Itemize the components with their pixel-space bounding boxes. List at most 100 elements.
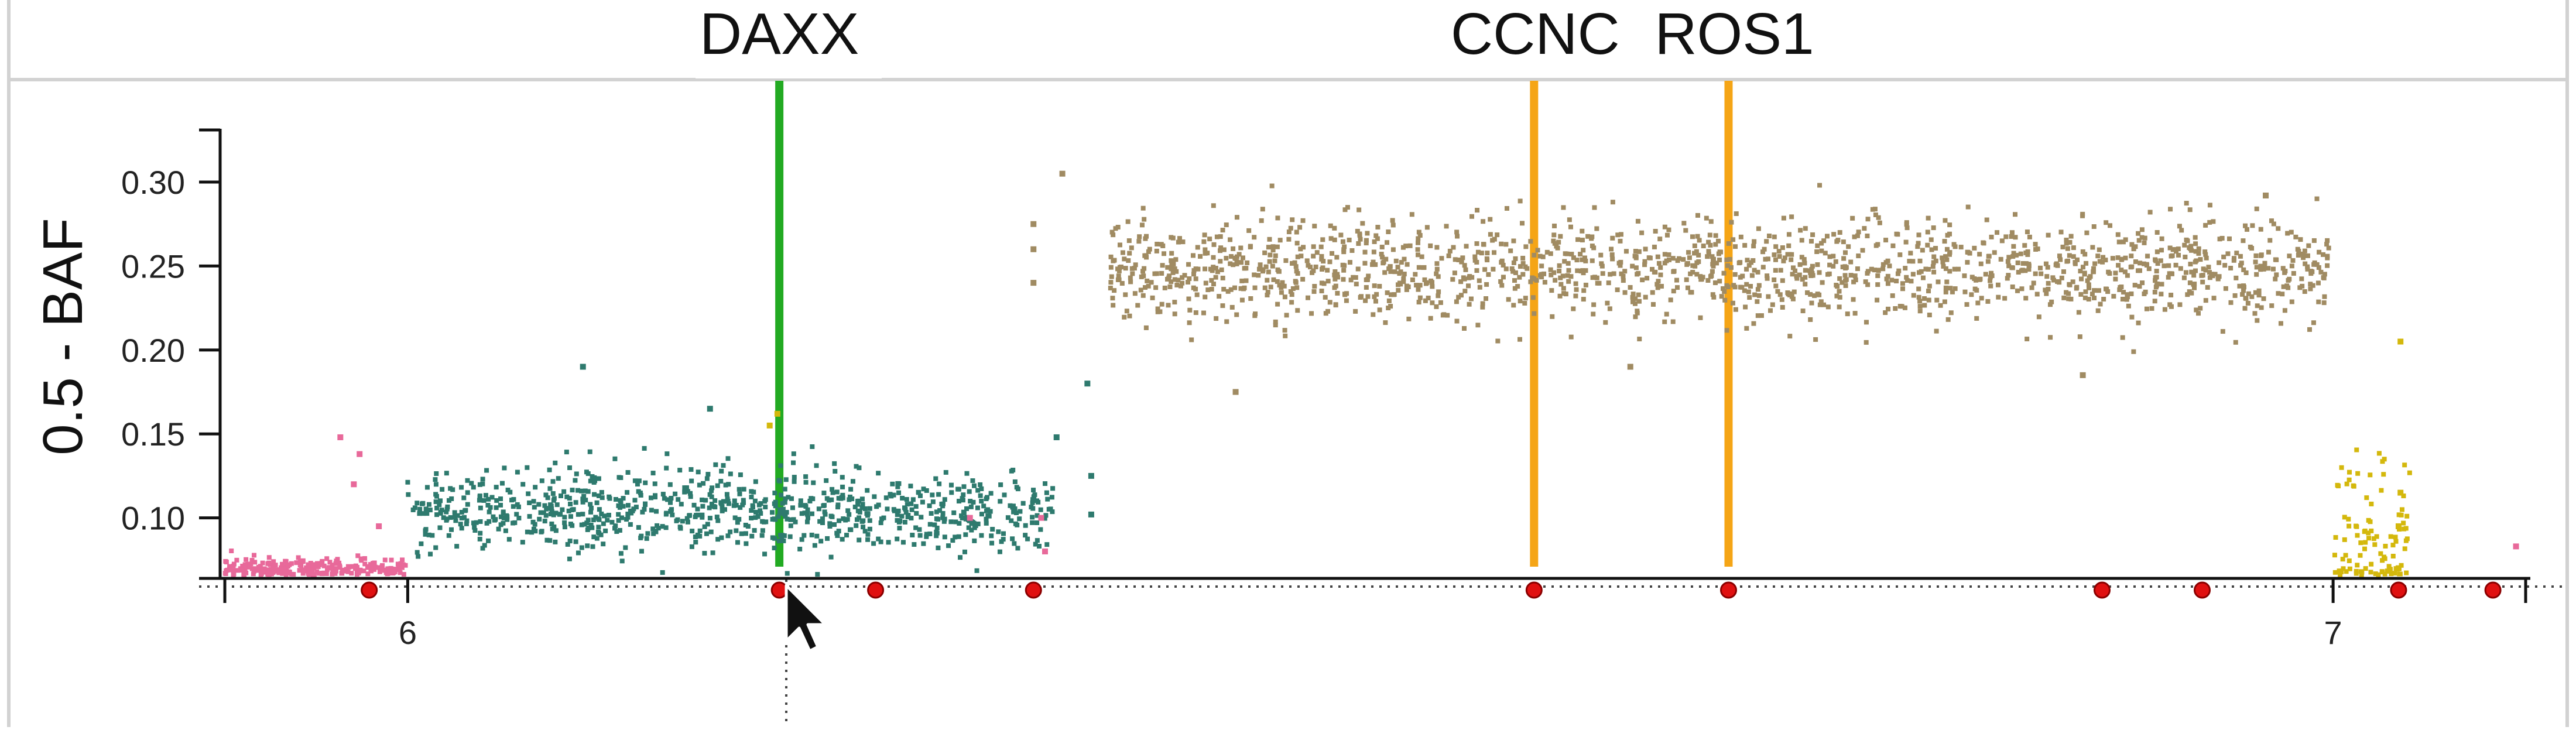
data-point (1599, 263, 1605, 269)
data-point (1309, 311, 1314, 316)
data-point (1205, 287, 1211, 293)
data-point (2245, 300, 2250, 306)
data-point (1790, 296, 1796, 301)
data-point (715, 483, 720, 488)
data-point (2343, 553, 2348, 558)
data-point (2347, 477, 2352, 482)
data-point (1238, 245, 1244, 251)
data-point (1266, 245, 1271, 250)
data-point (280, 571, 285, 576)
data-point (2183, 270, 2188, 275)
data-point (2080, 249, 2085, 254)
data-point (1258, 266, 1263, 272)
data-point (1618, 263, 1623, 268)
data-point (2159, 292, 2164, 297)
data-point (777, 510, 782, 516)
data-point (459, 509, 464, 515)
data-point (1112, 258, 1117, 263)
data-point (1149, 280, 1154, 285)
data-point (1944, 279, 1950, 285)
data-point (688, 494, 693, 499)
data-point (1356, 241, 1361, 246)
data-point (861, 525, 866, 530)
data-point (738, 472, 743, 478)
data-point (1904, 277, 1910, 283)
breakpoint-marker[interactable] (2390, 581, 2407, 599)
data-point (670, 512, 675, 517)
data-point (1989, 234, 1994, 239)
data-point (581, 493, 587, 499)
data-point (1766, 256, 1771, 262)
data-point (760, 528, 765, 533)
data-point (262, 566, 267, 571)
data-point (1154, 271, 1159, 276)
data-point (1509, 266, 1515, 272)
data-point (1655, 285, 1660, 290)
data-point (591, 517, 596, 523)
data-point (1699, 276, 1704, 282)
breakpoint-marker[interactable] (1525, 581, 1543, 599)
data-point (2203, 222, 2208, 228)
data-point (1357, 232, 1362, 238)
data-point (1520, 272, 1526, 277)
data-point (1551, 232, 1557, 238)
data-point (2147, 210, 2153, 215)
data-point (720, 504, 725, 509)
data-point (1733, 244, 1738, 249)
breakpoint-marker[interactable] (1025, 581, 1042, 599)
data-point (1642, 262, 1647, 268)
data-point (1203, 294, 1208, 300)
breakpoint-marker[interactable] (867, 581, 885, 599)
data-point (1472, 254, 1478, 259)
data-point (1385, 240, 1390, 245)
data-point (998, 499, 1003, 504)
data-point (469, 481, 474, 486)
data-point (737, 491, 742, 496)
data-point (1265, 290, 1270, 295)
data-point (1658, 272, 1663, 277)
data-point (2057, 253, 2062, 259)
data-point (2289, 263, 2294, 269)
data-point (1166, 303, 1171, 308)
data-point (1010, 467, 1016, 472)
data-point (1464, 244, 1469, 249)
data-point (450, 487, 455, 492)
data-point (1469, 275, 1475, 280)
data-point (1831, 232, 1837, 237)
data-point (1404, 287, 1409, 292)
data-point (2241, 238, 2246, 244)
data-point (942, 497, 947, 502)
breakpoint-marker[interactable] (1719, 581, 1737, 599)
data-point (985, 513, 991, 518)
data-point (833, 468, 838, 474)
data-point (1037, 544, 1042, 549)
data-point (1726, 241, 1731, 246)
data-point (1172, 266, 1177, 272)
data-point (1172, 277, 1177, 282)
breakpoint-marker[interactable] (361, 581, 378, 599)
data-point (2195, 311, 2201, 316)
data-point (1575, 268, 1580, 273)
data-point (1210, 268, 1215, 273)
data-point (876, 471, 881, 476)
data-point (792, 475, 797, 480)
y-axis-ticks: 0.100.150.200.250.30 (121, 164, 220, 537)
data-point (531, 499, 536, 504)
data-point (1557, 268, 1562, 273)
breakpoint-marker[interactable] (2093, 581, 2111, 599)
data-point (979, 533, 984, 538)
breakpoint-marker[interactable] (2484, 581, 2502, 599)
data-point (845, 508, 851, 513)
breakpoint-marker[interactable] (770, 581, 788, 599)
data-point (1926, 289, 1931, 294)
data-point (2389, 571, 2394, 577)
data-point (478, 505, 483, 510)
data-point (830, 490, 835, 495)
data-point (2271, 221, 2276, 227)
data-point (899, 513, 905, 519)
breakpoint-marker[interactable] (2193, 581, 2211, 599)
data-point (1335, 275, 1340, 280)
data-point (310, 562, 316, 567)
data-point (596, 476, 601, 481)
data-point (2113, 270, 2118, 276)
